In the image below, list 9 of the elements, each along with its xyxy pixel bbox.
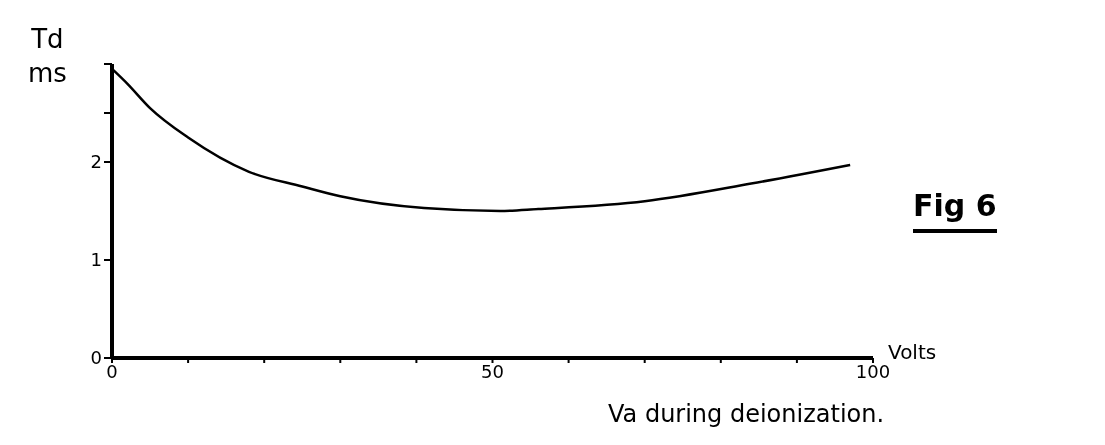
- y-tick-label: 1: [90, 249, 102, 271]
- y-tick-label: 2: [90, 151, 102, 173]
- text: Fig 6: [913, 188, 997, 233]
- x-tick-label: 100: [855, 360, 891, 382]
- y-axis-title: Td ms: [28, 23, 67, 90]
- text: Volts: [888, 340, 937, 364]
- x-axis-title: Va during deionization.: [608, 400, 885, 428]
- x-tick-label: 50: [481, 360, 504, 382]
- x-tick-label: 0: [106, 360, 118, 382]
